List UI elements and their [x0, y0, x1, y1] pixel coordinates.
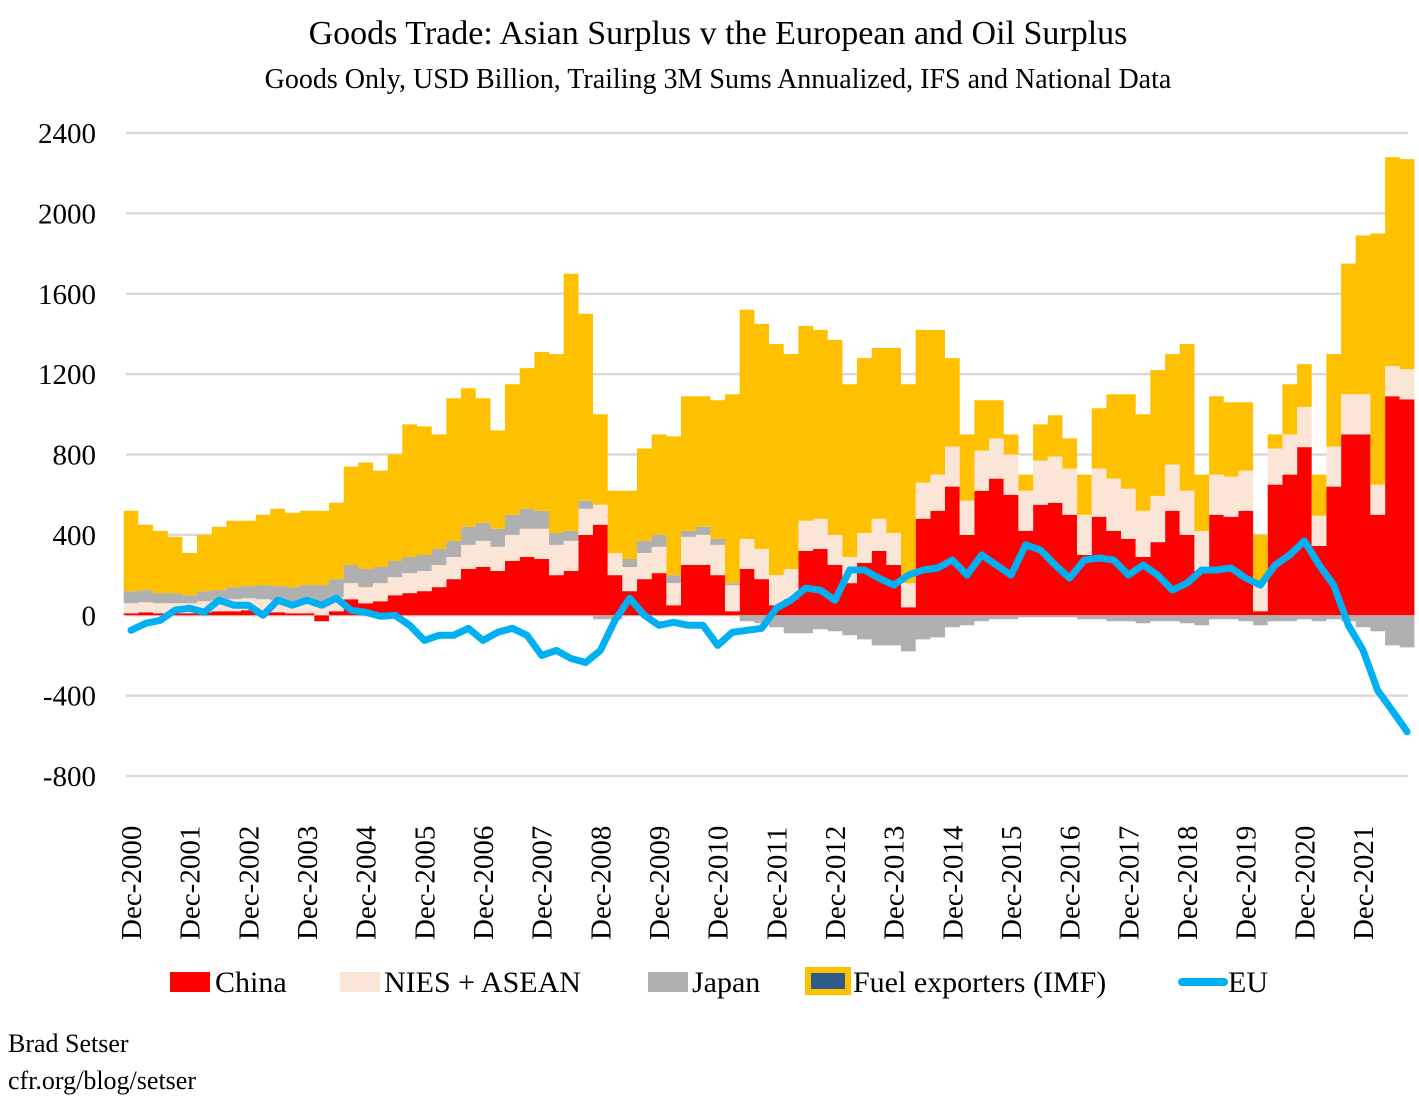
chart-subtitle: Goods Only, USD Billion, Trailing 3M Sum…	[265, 64, 1172, 95]
x-tick-label: Dec-2016	[1055, 826, 1087, 940]
legend-swatch-china	[170, 972, 210, 992]
x-tick-label: Dec-2015	[996, 826, 1028, 940]
y-tick-label: 0	[82, 600, 97, 632]
y-tick-label: -800	[43, 761, 96, 793]
x-tick-label: Dec-2006	[468, 826, 500, 940]
x-tick-label: Dec-2019	[1231, 826, 1263, 940]
legend-label-china: China	[215, 966, 287, 999]
legend-swatch-nies	[340, 972, 380, 992]
x-tick-label: Dec-2010	[703, 826, 735, 940]
x-axis-ticks: Dec-2000 Dec-2001 Dec-2002 Dec-2003 Dec-2004…	[116, 825, 1380, 940]
stacked-areas	[123, 157, 1415, 652]
x-tick-label: Dec-2008	[585, 826, 617, 940]
legend-label-japan: Japan	[692, 966, 760, 999]
y-tick-label: 1200	[38, 359, 96, 391]
y-tick-label: -400	[43, 681, 96, 713]
legend-swatch-fuel	[805, 967, 851, 995]
y-tick-label: 1600	[38, 279, 96, 311]
legend: China NIES + ASEAN Japan Fuel exporters …	[170, 966, 1268, 999]
legend-label-fuel: Fuel exporters (IMF)	[853, 966, 1106, 999]
x-tick-label: Dec-2005	[409, 826, 441, 940]
y-tick-label: 800	[53, 440, 97, 472]
x-tick-label: Dec-2018	[1172, 826, 1204, 940]
legend-label-nies: NIES + ASEAN	[384, 966, 581, 999]
x-tick-label: Dec-2017	[1113, 826, 1145, 940]
x-tick-label: Dec-2011	[761, 827, 793, 940]
x-tick-label: Dec-2013	[879, 826, 911, 940]
legend-label-eu: EU	[1228, 966, 1268, 999]
credit-author: Brad Setser	[8, 1029, 129, 1058]
y-tick-label: 400	[53, 520, 97, 552]
x-tick-label: Dec-2003	[292, 826, 324, 940]
y-tick-label: 2400	[38, 118, 96, 150]
chart-title: Goods Trade: Asian Surplus v the Europea…	[309, 15, 1128, 52]
credit-site: cfr.org/blog/setser	[8, 1066, 196, 1095]
line-eu	[127, 537, 1411, 736]
x-tick-label: Dec-2000	[116, 826, 148, 940]
y-tick-label: 2000	[38, 198, 96, 230]
eu-line-layer	[127, 537, 1411, 736]
x-tick-label: Dec-2001	[175, 826, 207, 940]
x-tick-label: Dec-2021	[1348, 826, 1380, 940]
y-axis-ticks: 2400 2000 1600 1200 800 400 0 -400 -800	[38, 118, 96, 793]
x-tick-label: Dec-2009	[644, 826, 676, 940]
x-tick-label: Dec-2002	[233, 826, 265, 940]
x-tick-label: Dec-2020	[1289, 826, 1321, 940]
x-tick-label: Dec-2007	[527, 826, 559, 940]
legend-swatch-japan	[648, 972, 688, 992]
area-fuel-exporters-imf	[123, 157, 1415, 596]
x-tick-label: Dec-2012	[820, 826, 852, 940]
x-tick-label: Dec-2014	[937, 825, 969, 940]
x-tick-label: Dec-2004	[351, 825, 383, 940]
area-china	[123, 396, 1415, 622]
